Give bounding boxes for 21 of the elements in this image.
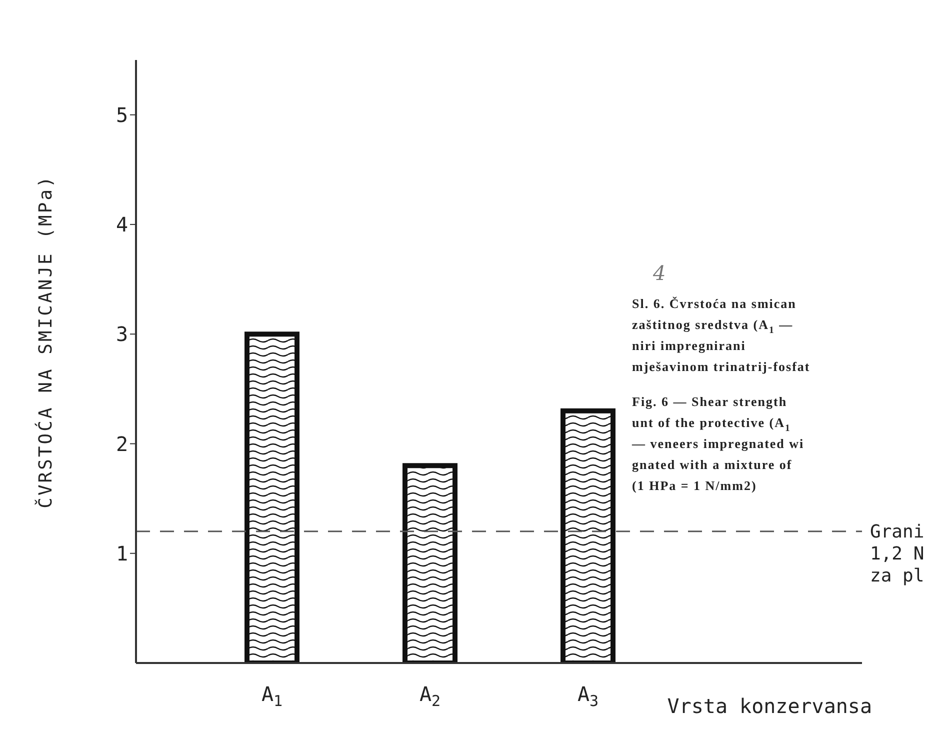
ref-line-label: Grani 1,2 N za pl xyxy=(870,521,924,586)
annotation: gnated with a mixture of xyxy=(632,457,792,472)
x-tick-label: A$_{1}$ xyxy=(261,682,283,710)
annotation: mješavinom trinatrij-fosfat xyxy=(632,359,810,374)
annotation: 4 xyxy=(652,261,666,285)
x-tick-label: A$_{2}$ xyxy=(419,682,441,710)
annotation: Fig. 6 — Shear strength xyxy=(632,394,788,409)
y-tick-label: 5 xyxy=(116,102,128,127)
y-tick-label: 1 xyxy=(116,541,128,566)
annotation: — veneers impregnated wi xyxy=(631,436,804,451)
y-tick-label: 4 xyxy=(116,212,128,237)
x-axis-title: Vrsta konzervansa xyxy=(667,694,872,718)
y-tick-label: 2 xyxy=(116,432,128,456)
annotation: zaštitnog sredstva (A$_{1}$ — xyxy=(632,317,794,336)
annotation: (1 HPa = 1 N/mm2) xyxy=(632,478,757,493)
annotation: Sl. 6. Čvrstoća na smican xyxy=(632,296,796,311)
y-axis-title: ČVRSTOĆA NA SMICANJE (MPa) xyxy=(34,174,56,508)
annotation: niri impregnirani xyxy=(632,338,746,353)
x-tick-label: A$_{3}$ xyxy=(577,682,599,710)
y-tick-label: 3 xyxy=(116,322,128,346)
annotation: unt of the protective (A$_{1}$ xyxy=(632,415,791,434)
